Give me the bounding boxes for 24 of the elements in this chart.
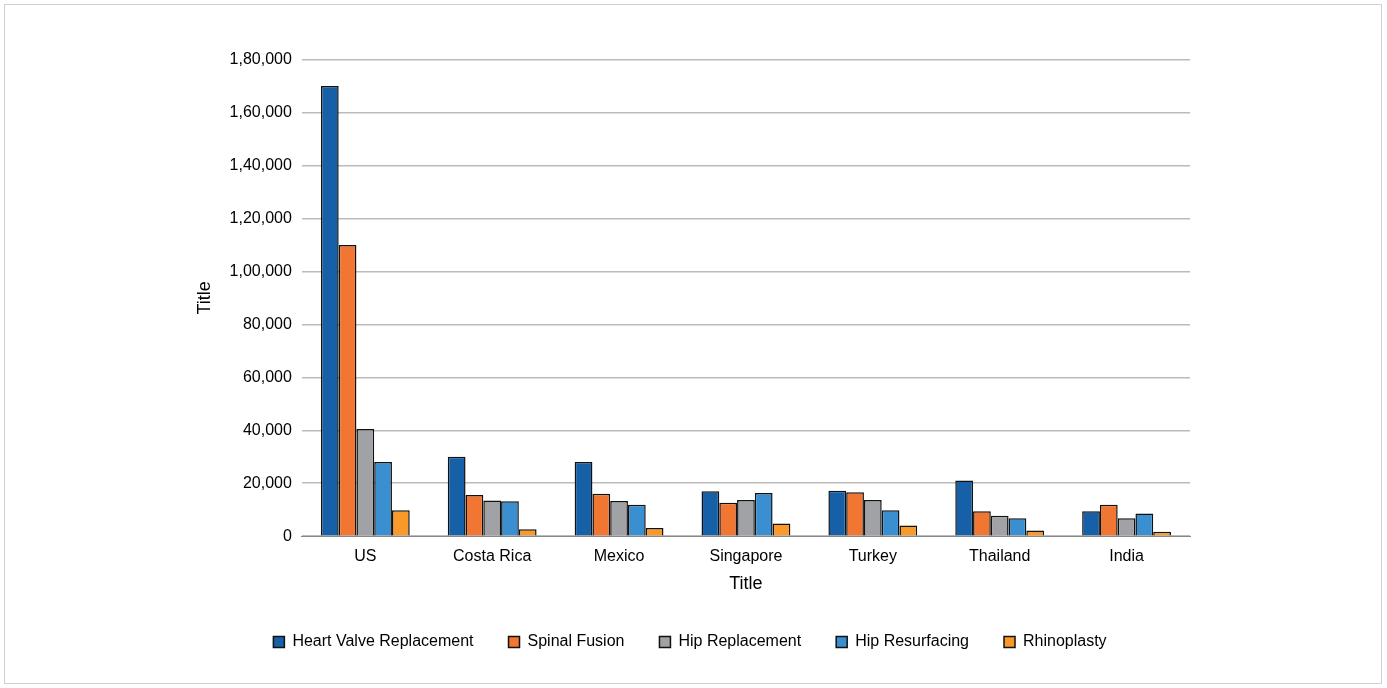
x-tick-label: Turkey bbox=[848, 547, 897, 565]
y-tick-label: 60,000 bbox=[242, 367, 292, 385]
x-tick-label: Costa Rica bbox=[453, 547, 532, 565]
x-tick-label: India bbox=[1109, 547, 1145, 565]
y-tick-label: 1,20,000 bbox=[229, 208, 292, 226]
y-tick-label: 1,00,000 bbox=[229, 261, 292, 279]
x-tick-label: Thailand bbox=[969, 547, 1031, 565]
x-tick-label: Singapore bbox=[709, 547, 783, 565]
legend-label: Heart Valve Replacement bbox=[292, 632, 475, 650]
legend-label: Rhinoplasty bbox=[1023, 632, 1107, 650]
y-tick-label: 0 bbox=[282, 526, 292, 544]
legend-label: Spinal Fusion bbox=[527, 632, 625, 650]
x-tick-label: US bbox=[354, 547, 377, 565]
y-tick-label: 1,40,000 bbox=[229, 155, 292, 173]
legend-label: Hip Replacement bbox=[678, 632, 802, 650]
y-tick-label: 1,60,000 bbox=[229, 102, 292, 120]
y-tick-label: 1,80,000 bbox=[229, 50, 292, 68]
x-tick-label: Mexico bbox=[593, 547, 645, 565]
x-axis-title: Title bbox=[729, 573, 763, 594]
legend-label: Hip Resurfacing bbox=[855, 632, 970, 650]
y-tick-label: 20,000 bbox=[242, 473, 292, 491]
y-tick-label: 80,000 bbox=[242, 314, 292, 332]
y-tick-label: 40,000 bbox=[242, 420, 292, 438]
y-axis-title: Title bbox=[193, 281, 214, 315]
